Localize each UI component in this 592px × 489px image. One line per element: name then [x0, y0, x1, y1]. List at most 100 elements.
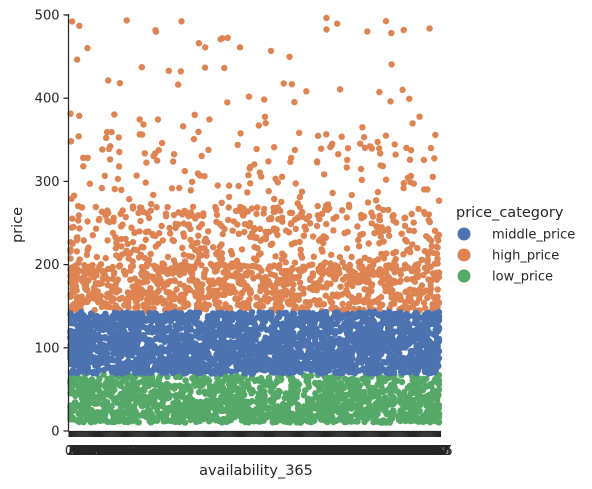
point-low_price: [343, 376, 351, 384]
point-high_price: [420, 156, 428, 164]
point-low_price: [382, 403, 390, 411]
point-high_price: [285, 270, 292, 277]
point-high_price: [406, 227, 413, 234]
point-high_price: [245, 93, 253, 100]
point-low_price: [104, 399, 111, 406]
point-high_price: [188, 178, 196, 185]
point-low_price: [378, 382, 385, 390]
point-low_price: [83, 377, 90, 384]
point-low_price: [316, 385, 323, 392]
point-high_price: [245, 172, 252, 179]
point-high_price: [205, 285, 213, 292]
point-high_price: [357, 165, 365, 173]
point-high_price: [309, 261, 316, 268]
point-low_price: [366, 396, 373, 403]
point-high_price: [168, 185, 176, 192]
point-middle_price: [163, 310, 170, 317]
point-high_price: [309, 271, 317, 278]
point-high_price: [296, 193, 303, 201]
point-low_price: [217, 406, 224, 413]
point-low_price: [288, 382, 295, 389]
point-high_price: [254, 204, 261, 211]
point-high_price: [155, 287, 162, 294]
point-middle_price: [91, 368, 98, 376]
point-high_price: [150, 191, 157, 199]
point-low_price: [112, 378, 119, 385]
point-low_price: [131, 414, 139, 421]
point-high_price: [428, 237, 435, 244]
point-high_price: [216, 299, 223, 306]
point-high_price: [169, 158, 177, 165]
point-low_price: [342, 416, 349, 423]
point-high_price: [366, 298, 373, 306]
point-low_price: [124, 402, 131, 410]
point-high_price: [128, 224, 135, 231]
point-high_price: [73, 56, 81, 63]
point-high_price: [225, 193, 233, 201]
point-high_price: [80, 154, 87, 161]
point-high_price: [265, 158, 272, 165]
point-high_price: [137, 217, 144, 225]
point-middle_price: [409, 351, 416, 358]
point-low_price: [118, 416, 126, 424]
point-high_price: [113, 252, 120, 259]
point-middle_price: [327, 336, 335, 343]
point-high_price: [93, 271, 100, 279]
point-high_price: [434, 255, 441, 262]
point-high_price: [171, 303, 178, 310]
point-high_price: [338, 133, 345, 140]
point-high_price: [420, 271, 427, 279]
point-high_price: [129, 205, 137, 212]
point-high_price: [388, 265, 395, 272]
point-high_price: [267, 215, 275, 223]
point-high_price: [260, 235, 268, 242]
point-low_price: [435, 418, 443, 426]
point-high_price: [390, 250, 397, 257]
point-low_price: [420, 378, 427, 386]
point-low_price: [377, 388, 384, 395]
point-high_price: [136, 228, 143, 235]
point-low_price: [306, 416, 313, 423]
point-low_price: [273, 418, 280, 425]
point-low_price: [229, 403, 236, 410]
point-high_price: [113, 240, 120, 247]
point-high_price: [209, 292, 216, 299]
point-low_price: [322, 388, 329, 396]
point-middle_price: [131, 333, 138, 340]
point-high_price: [431, 260, 439, 267]
point-high_price: [243, 272, 250, 279]
point-high_price: [397, 277, 404, 284]
point-low_price: [333, 403, 340, 410]
point-low_price: [93, 399, 100, 406]
point-high_price: [291, 259, 299, 266]
point-high_price: [105, 145, 113, 153]
point-high_price: [147, 200, 155, 208]
point-high_price: [195, 232, 202, 239]
point-high_price: [219, 230, 226, 238]
point-high_price: [297, 285, 304, 292]
point-low_price: [397, 417, 404, 425]
point-low_price: [157, 386, 164, 393]
point-high_price: [374, 188, 382, 196]
point-high_price: [408, 276, 416, 283]
point-high_price: [142, 236, 149, 243]
point-high_price: [140, 268, 148, 276]
point-high_price: [392, 256, 399, 263]
point-high_price: [406, 156, 414, 163]
point-low_price: [300, 391, 307, 399]
point-low_price: [133, 385, 141, 392]
point-high_price: [125, 255, 132, 262]
point-high_price: [143, 159, 150, 166]
point-high_price: [413, 269, 420, 276]
point-low_price: [326, 387, 334, 394]
point-high_price: [261, 96, 268, 103]
point-low_price: [257, 415, 264, 422]
point-high_price: [237, 294, 244, 301]
point-high_price: [138, 63, 145, 71]
point-low_price: [152, 392, 159, 400]
point-low_price: [352, 418, 359, 425]
point-low_price: [144, 398, 152, 406]
point-high_price: [377, 150, 384, 157]
point-high_price: [98, 184, 106, 192]
point-high_price: [200, 212, 207, 220]
